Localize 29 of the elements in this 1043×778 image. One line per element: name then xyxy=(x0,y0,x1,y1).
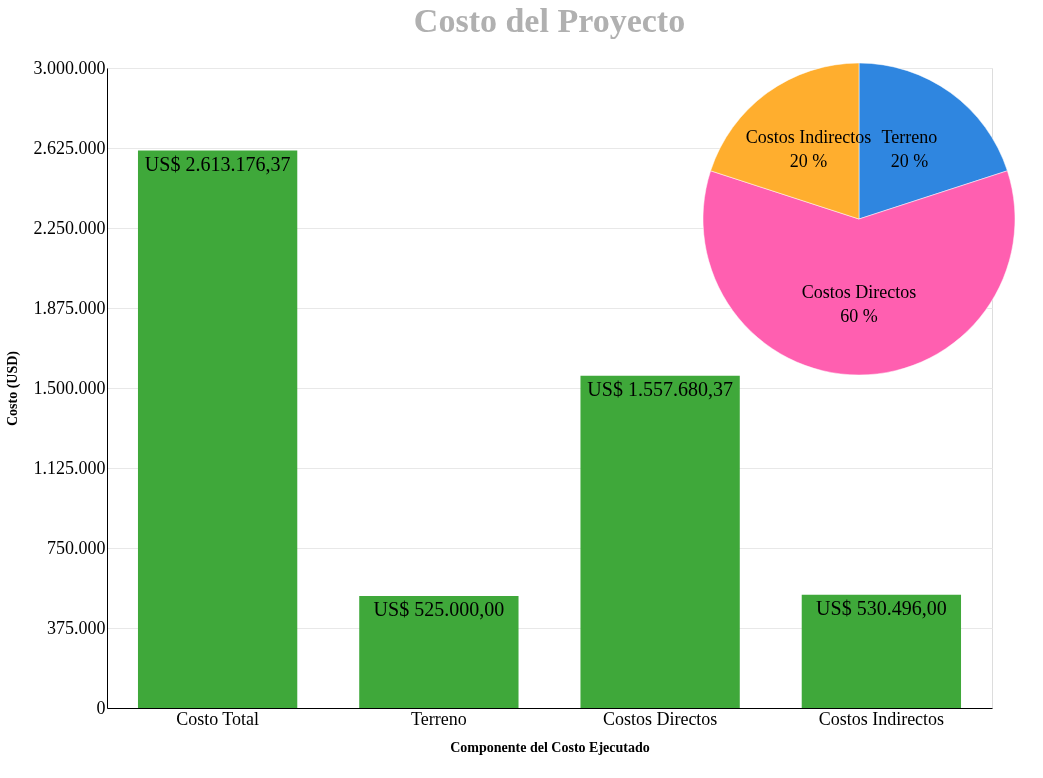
y-tick-label: 1.500.000 xyxy=(33,377,106,398)
bar xyxy=(359,596,519,708)
x-tick-label: Terreno xyxy=(411,708,467,729)
data-label: 60 % xyxy=(840,305,878,326)
data-label: US$ 2.613.176,37 xyxy=(144,152,291,175)
slice-label: Terreno xyxy=(881,126,938,147)
x-axis-title: Componente del Costo Ejecutado xyxy=(450,739,650,755)
y-tick-label: 750.000 xyxy=(47,537,106,558)
bar xyxy=(137,150,298,708)
bar xyxy=(801,594,962,708)
data-label: 20 % xyxy=(789,150,828,171)
y-tick-label: 375.000 xyxy=(47,617,106,638)
data-label: US$ 530.496,00 xyxy=(816,596,947,619)
x-tick-label: Costo Total xyxy=(176,708,260,729)
y-tick-label: 2.250.000 xyxy=(33,217,106,238)
chart-title: Costo del Proyecto xyxy=(413,2,686,39)
bar xyxy=(580,375,740,708)
y-tick-label: 1.125.000 xyxy=(33,457,106,478)
y-tick-label: 0 xyxy=(96,697,106,718)
slice-label: Costos Directos xyxy=(801,281,917,302)
y-tick-label: 3.000.000 xyxy=(33,57,106,78)
data-label: 20 % xyxy=(890,150,929,171)
data-label: US$ 525.000,00 xyxy=(373,598,505,620)
y-axis-title: Costo (USD) xyxy=(4,350,21,427)
x-tick-label: Costos Directos xyxy=(602,708,718,729)
data-label: US$ 1.557.680,37 xyxy=(587,377,733,400)
x-tick-label: Costos Indirectos xyxy=(818,708,945,729)
y-tick-label: 2.625.000 xyxy=(33,137,106,158)
y-tick-label: 1.875.000 xyxy=(33,297,106,318)
